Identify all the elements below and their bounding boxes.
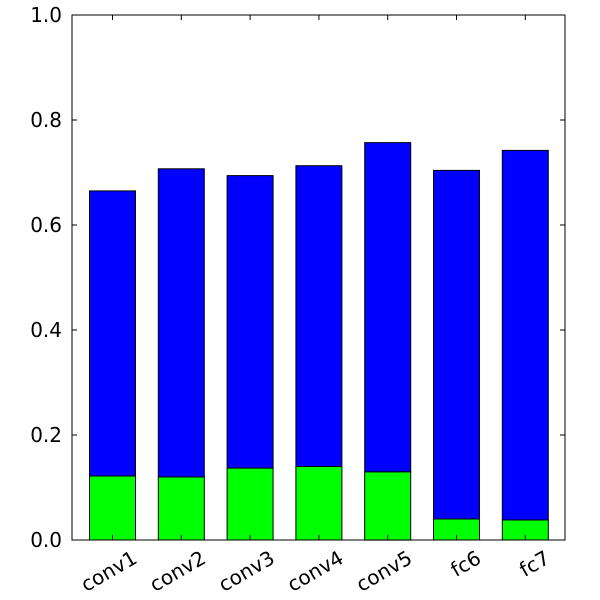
x-category-label-conv3: conv3 [214,546,278,597]
x-category-label-conv1: conv1 [77,546,141,597]
bar-fc7-segment-2 [501,149,549,521]
y-axis: 0.0 0.2 0.4 0.6 0.8 1.0 [30,3,565,552]
bar-conv2-segment-1 [157,476,205,541]
bars-group [89,142,549,541]
bar-conv3-segment-2 [226,175,274,469]
x-category-label-fc7: fc7 [515,546,554,582]
bar-conv5-segment-1 [364,471,412,541]
bar-conv4-segment-1 [295,466,343,541]
x-category-label-fc6: fc6 [446,546,485,582]
x-category-label-conv2: conv2 [145,546,209,597]
y-tick-label: 0.8 [30,108,62,132]
y-tick-label: 0.0 [30,528,62,552]
y-tick-label: 0.2 [30,423,62,447]
bar-conv2-segment-2 [157,168,205,478]
y-tick-label: 1.0 [30,3,62,27]
x-category-label-conv5: conv5 [352,546,416,597]
x-category-label-conv4: conv4 [283,546,347,597]
bar-conv5-segment-2 [364,142,412,473]
bar-conv3-segment-1 [226,467,274,541]
y-tick-label: 0.6 [30,213,62,237]
bar-conv4-segment-2 [295,165,343,467]
bar-fc6-segment-2 [433,169,480,520]
bar-conv1-segment-2 [89,190,136,477]
y-tick-label: 0.4 [30,318,62,342]
bar-conv1-segment-1 [89,475,136,541]
